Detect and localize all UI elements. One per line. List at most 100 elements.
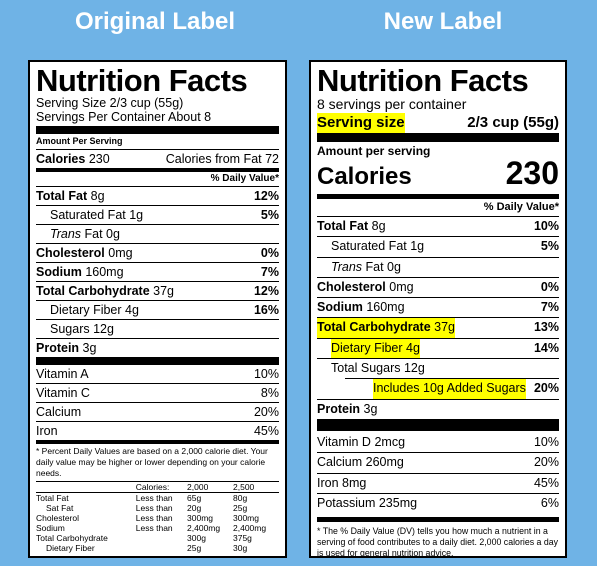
nutrient-name: Protein xyxy=(36,341,80,355)
vitamin-dv: 45% xyxy=(253,424,279,438)
nutrient-name: Trans xyxy=(50,227,82,241)
new-serving-size-label: Serving size xyxy=(317,113,405,133)
nutrient-dv: 14% xyxy=(533,340,559,355)
footer-cell xyxy=(136,543,187,553)
nutrient-dv: 10% xyxy=(533,219,559,233)
vitamin-name: Vitamin A xyxy=(36,367,89,381)
original-nutrient-row: Total Fat 8g 12% xyxy=(36,186,279,205)
nutrient-amount: 3g xyxy=(363,401,378,416)
vitamin-dv: 10% xyxy=(253,367,279,381)
nutrient-name: Total Carbohydrate xyxy=(317,320,431,335)
new-nutrient-row: Total Carbohydrate 37g 13% xyxy=(317,317,559,338)
new-medium-rule-2 xyxy=(317,516,559,522)
nutrient-dv: 0% xyxy=(260,246,279,260)
new-nutrient-row: Saturated Fat 1g 5% xyxy=(317,236,559,256)
new-calories-value: 230 xyxy=(505,155,559,191)
vitamin-amount: 235mg xyxy=(378,496,418,511)
original-thick-rule-2 xyxy=(36,357,279,365)
original-vitamin-row: Calcium 20% xyxy=(36,402,279,421)
nutrient-amount: 3g xyxy=(82,341,97,355)
footer-table-row: Sodium Less than 2,400mg 2,400mg xyxy=(36,523,279,533)
new-added-sugars-row: Includes 10g Added Sugars 20% xyxy=(345,378,559,399)
original-nutrient-row: Dietary Fiber 4g 16% xyxy=(36,300,279,319)
nutrient-amount: 4g xyxy=(125,303,139,317)
vitamin-name: Calcium xyxy=(36,405,82,419)
footer-cell: Total Carbohydrate xyxy=(36,533,108,543)
vitamin-dv: 6% xyxy=(540,496,559,511)
nutrient-name: Protein xyxy=(317,401,361,416)
footer-table-row: Dietary Fiber 25g 30g xyxy=(36,543,279,553)
vitamin-name: Iron xyxy=(36,424,58,438)
new-serving-size-row: Serving size 2/3 cup (55g) xyxy=(317,113,559,133)
new-vitamin-row: Iron 8mg 45% xyxy=(317,472,559,494)
nutrient-name: Total Fat xyxy=(317,219,369,233)
footer-cell: Total Fat xyxy=(36,493,69,503)
vitamin-amount: 2mcg xyxy=(374,434,406,449)
nutrient-name: Sodium xyxy=(36,265,82,279)
nutrient-amount: 0mg xyxy=(108,246,133,260)
nutrient-name: Dietary Fiber xyxy=(331,340,403,355)
new-thick-rule-2 xyxy=(317,418,559,431)
footer-table-row: Total Carbohydrate 300g 375g xyxy=(36,533,279,543)
original-calories-row: Calories 230 Calories from Fat 72 xyxy=(36,149,279,168)
nutrient-dv: 0% xyxy=(540,279,559,294)
new-calories-label: Calories xyxy=(317,163,412,190)
original-footer-table: Calories: 2,000 2,500 Total Fat Less than… xyxy=(36,481,279,553)
footer-cell: 375g xyxy=(233,533,252,543)
vitamin-name: Vitamin D xyxy=(317,434,371,449)
footer-table-row: Cholesterol Less than 300mg 300mg xyxy=(36,513,279,523)
nutrient-amount: 4g xyxy=(406,340,420,355)
footer-cell: Less than xyxy=(135,523,173,533)
new-vitamin-row: Vitamin D 2mcg 10% xyxy=(317,433,559,453)
footer-cell: Less than xyxy=(135,503,173,513)
nutrient-amount: 12g xyxy=(93,322,114,336)
footer-cell: 80g xyxy=(233,493,248,503)
vitamin-dv: 8% xyxy=(260,386,279,400)
nutrient-name: Cholesterol xyxy=(36,246,105,260)
footer-cell: 300g xyxy=(187,533,206,543)
footer-table-header: Calories: 2,000 2,500 xyxy=(36,481,279,493)
nutrient-dv: 13% xyxy=(533,320,559,335)
new-title: Nutrition Facts xyxy=(317,63,529,98)
nutrient-name: Trans xyxy=(331,259,363,274)
footer-cell: Sodium xyxy=(36,523,65,533)
nutrient-dv: 7% xyxy=(540,300,559,315)
nutrient-amount: 1g xyxy=(129,208,144,222)
new-nutrient-row: Total Sugars 12g xyxy=(317,358,559,378)
original-calories-label: Calories xyxy=(36,152,86,166)
new-thick-rule xyxy=(317,133,559,142)
original-nutrient-row: Saturated Fat 1g 5% xyxy=(36,205,279,224)
nutrient-name: Sugars xyxy=(50,322,90,336)
nutrient-amount: 37g xyxy=(434,320,456,335)
original-serving-size: Serving Size 2/3 cup (55g) xyxy=(36,96,184,110)
nutrient-amount: Fat 0g xyxy=(365,259,401,274)
original-nutrient-row: Cholesterol 0mg 0% xyxy=(36,243,279,262)
vitamin-name: Vitamin C xyxy=(36,386,90,400)
original-title: Nutrition Facts xyxy=(36,63,248,98)
original-vitamin-row: Vitamin A 10% xyxy=(36,365,279,383)
original-vitamin-row: Iron 45% xyxy=(36,421,279,440)
new-vitamin-row: Calcium 260mg 20% xyxy=(317,452,559,473)
footer-cell: 30g xyxy=(233,543,248,553)
nutrient-name: Total Fat xyxy=(36,189,88,203)
nutrient-amount: 0mg xyxy=(389,279,414,294)
new-nutrient-row: Sodium 160mg 7% xyxy=(317,297,559,317)
footer-cell: Calories: xyxy=(135,482,170,492)
nutrient-dv: 12% xyxy=(253,284,279,298)
original-medium-rule xyxy=(36,168,279,172)
nutrient-amount: Fat 0g xyxy=(84,227,120,241)
nutrient-amount: 12g xyxy=(403,361,425,376)
nutrient-amount: 160mg xyxy=(366,300,405,315)
footer-cell: Dietary Fiber xyxy=(46,543,95,553)
new-calories-row: Calories 230 xyxy=(317,155,559,191)
original-nutrient-row: Total Carbohydrate 37g 12% xyxy=(36,281,279,300)
vitamin-dv: 45% xyxy=(533,475,559,490)
footer-cell: Less than xyxy=(135,493,173,503)
footer-cell: 2,400mg xyxy=(187,523,221,533)
nutrient-name: Dietary Fiber xyxy=(50,303,122,317)
nutrient-name: Saturated Fat xyxy=(331,239,407,254)
original-footnote: * Percent Daily Values are based on a 2,… xyxy=(36,446,268,478)
footer-cell: 25g xyxy=(233,503,248,513)
nutrient-name: Total Carbohydrate xyxy=(36,284,150,298)
